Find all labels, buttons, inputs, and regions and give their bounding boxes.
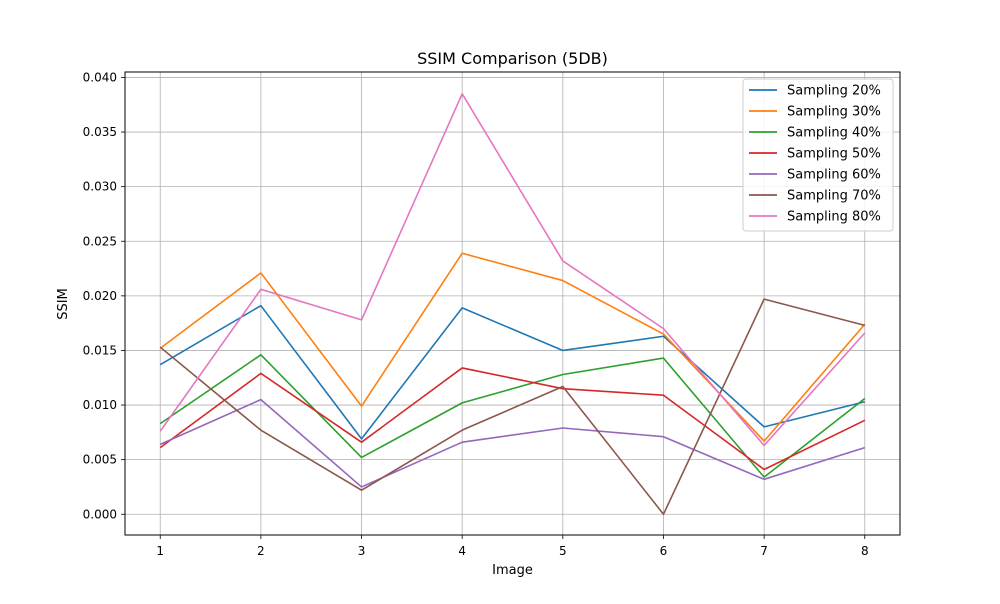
chart-title: SSIM Comparison (5DB) [417, 49, 608, 68]
series-line-5 [159, 398, 866, 488]
x-tick-label: 4 [458, 544, 466, 558]
legend-label: Sampling 80% [787, 210, 881, 225]
x-tick-label: 6 [660, 544, 668, 558]
y-tick-label: 0.025 [83, 234, 117, 248]
x-tick-label: 2 [257, 544, 265, 558]
legend-label: Sampling 20% [787, 84, 881, 99]
legend-label: Sampling 70% [787, 189, 881, 204]
legend-label: Sampling 50% [787, 147, 881, 162]
x-tick-label: 3 [358, 544, 366, 558]
legend-label: Sampling 60% [787, 168, 881, 183]
series-line-7 [159, 93, 866, 447]
x-tick-label: 1 [156, 544, 164, 558]
series-line-6 [159, 298, 865, 516]
y-axis-label: SSIM [56, 288, 71, 320]
y-tick-label: 0.015 [83, 343, 117, 357]
x-tick-label: 7 [760, 544, 768, 558]
legend-label: Sampling 30% [787, 105, 881, 120]
x-tick-label: 8 [861, 544, 869, 558]
y-tick-label: 0.020 [83, 289, 117, 303]
legend: Sampling 20% Sampling 30% Sampling 40% Samp… [742, 78, 894, 232]
y-tick-label: 0.030 [83, 180, 117, 194]
plot-frame [124, 71, 901, 536]
y-tick-label: 0.010 [83, 398, 117, 412]
axis-ticks: 1 2 3 4 5 6 7 8 0.000 0.005 0.010 0.015 0.020 0.025 0.… [83, 70, 869, 558]
legend-box [742, 78, 894, 232]
x-tick-label: 5 [559, 544, 567, 558]
series-line-4 [159, 367, 866, 471]
y-tick-label: 0.005 [83, 453, 117, 467]
legend-label: Sampling 40% [787, 126, 881, 141]
y-tick-label: 0.035 [83, 125, 117, 139]
y-tick-label: 0.040 [83, 70, 117, 84]
series-line-1 [159, 304, 865, 440]
series-lines [159, 93, 866, 516]
y-tick-label: 0.000 [83, 507, 117, 521]
x-axis-label: Image [492, 563, 533, 578]
